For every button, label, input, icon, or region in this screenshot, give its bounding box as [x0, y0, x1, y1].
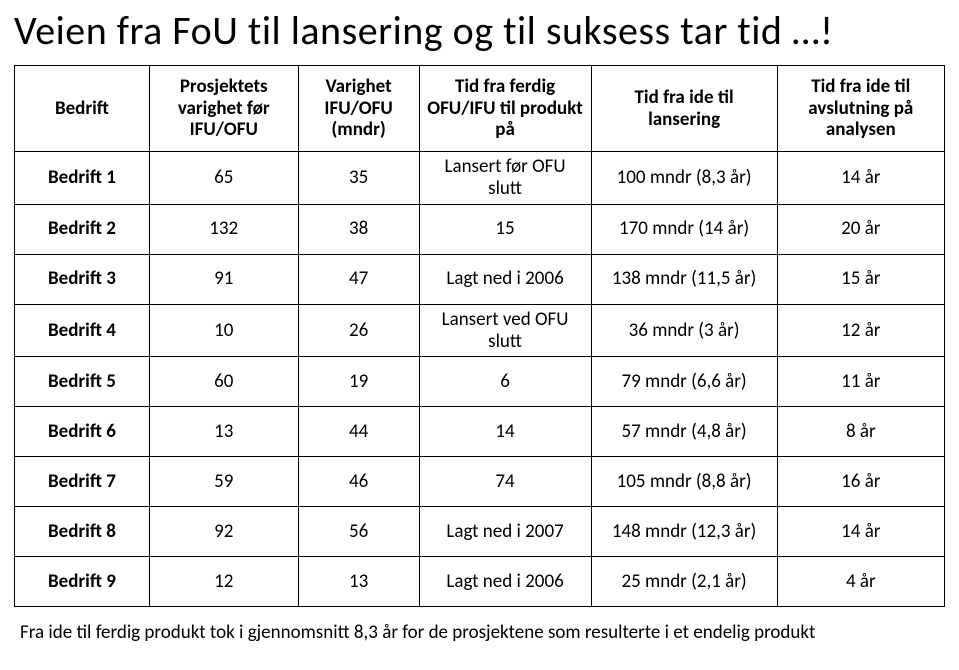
cell: 60 — [149, 357, 298, 407]
cell: 65 — [149, 152, 298, 205]
cell: Lagt ned i 2007 — [419, 507, 591, 557]
table-row: Bedrift 9 12 13 Lagt ned i 2006 25 mndr … — [15, 557, 945, 607]
cell: 132 — [149, 204, 298, 254]
cell-bedrift: Bedrift 3 — [15, 254, 150, 304]
table-row: Bedrift 7 59 46 74 105 mndr (8,8 år) 16 … — [15, 457, 945, 507]
col-header: Prosjektets varighet før IFU/OFU — [149, 66, 298, 152]
cell: 105 mndr (8,8 år) — [591, 457, 777, 507]
col-header: Bedrift — [15, 66, 150, 152]
table-row: Bedrift 3 91 47 Lagt ned i 2006 138 mndr… — [15, 254, 945, 304]
table-row: Bedrift 1 65 35 Lansert før OFU slutt 10… — [15, 152, 945, 205]
cell: 38 — [298, 204, 419, 254]
cell: 25 mndr (2,1 år) — [591, 557, 777, 607]
cell: 4 år — [777, 557, 944, 607]
table-row: Bedrift 6 13 44 14 57 mndr (4,8 år) 8 år — [15, 407, 945, 457]
col-header: Tid fra ide til avslutning på analysen — [777, 66, 944, 152]
cell: 138 mndr (11,5 år) — [591, 254, 777, 304]
cell: 56 — [298, 507, 419, 557]
table-row: Bedrift 5 60 19 6 79 mndr (6,6 år) 11 år — [15, 357, 945, 407]
cell: 12 år — [777, 304, 944, 357]
cell: 14 — [419, 407, 591, 457]
cell: Lagt ned i 2006 — [419, 557, 591, 607]
cell: 148 mndr (12,3 år) — [591, 507, 777, 557]
cell: 15 — [419, 204, 591, 254]
cell: 11 år — [777, 357, 944, 407]
cell-bedrift: Bedrift 8 — [15, 507, 150, 557]
cell-bedrift: Bedrift 5 — [15, 357, 150, 407]
cell-bedrift: Bedrift 4 — [15, 304, 150, 357]
cell: 10 — [149, 304, 298, 357]
cell: 100 mndr (8,3 år) — [591, 152, 777, 205]
cell: 46 — [298, 457, 419, 507]
cell: 6 — [419, 357, 591, 407]
cell: Lansert ved OFU slutt — [419, 304, 591, 357]
cell: Lagt ned i 2006 — [419, 254, 591, 304]
cell: 57 mndr (4,8 år) — [591, 407, 777, 457]
cell: 15 år — [777, 254, 944, 304]
col-header: Tid fra ferdig OFU/IFU til produkt på — [419, 66, 591, 152]
cell: 26 — [298, 304, 419, 357]
cell: 14 år — [777, 152, 944, 205]
cell: 13 — [149, 407, 298, 457]
cell: 91 — [149, 254, 298, 304]
cell: 35 — [298, 152, 419, 205]
table-header-row: Bedrift Prosjektets varighet før IFU/OFU… — [15, 66, 945, 152]
cell: 12 — [149, 557, 298, 607]
cell-bedrift: Bedrift 1 — [15, 152, 150, 205]
table-row: Bedrift 8 92 56 Lagt ned i 2007 148 mndr… — [15, 507, 945, 557]
cell: 79 mndr (6,6 år) — [591, 357, 777, 407]
cell-bedrift: Bedrift 2 — [15, 204, 150, 254]
cell: 44 — [298, 407, 419, 457]
footnote-text: Fra ide til ferdig produkt tok i gjennom… — [14, 621, 945, 644]
page-title: Veien fra FoU til lansering og til sukse… — [14, 6, 945, 55]
data-table: Bedrift Prosjektets varighet før IFU/OFU… — [14, 65, 945, 607]
cell: 74 — [419, 457, 591, 507]
cell-bedrift: Bedrift 6 — [15, 407, 150, 457]
cell: Lansert før OFU slutt — [419, 152, 591, 205]
cell-bedrift: Bedrift 9 — [15, 557, 150, 607]
table-row: Bedrift 4 10 26 Lansert ved OFU slutt 36… — [15, 304, 945, 357]
cell: 20 år — [777, 204, 944, 254]
cell: 36 mndr (3 år) — [591, 304, 777, 357]
col-header: Tid fra ide til lansering — [591, 66, 777, 152]
cell-bedrift: Bedrift 7 — [15, 457, 150, 507]
cell: 92 — [149, 507, 298, 557]
cell: 16 år — [777, 457, 944, 507]
cell: 8 år — [777, 407, 944, 457]
cell: 170 mndr (14 år) — [591, 204, 777, 254]
cell: 47 — [298, 254, 419, 304]
col-header: Varighet IFU/OFU (mndr) — [298, 66, 419, 152]
cell: 14 år — [777, 507, 944, 557]
cell: 13 — [298, 557, 419, 607]
cell: 19 — [298, 357, 419, 407]
cell: 59 — [149, 457, 298, 507]
table-row: Bedrift 2 132 38 15 170 mndr (14 år) 20 … — [15, 204, 945, 254]
